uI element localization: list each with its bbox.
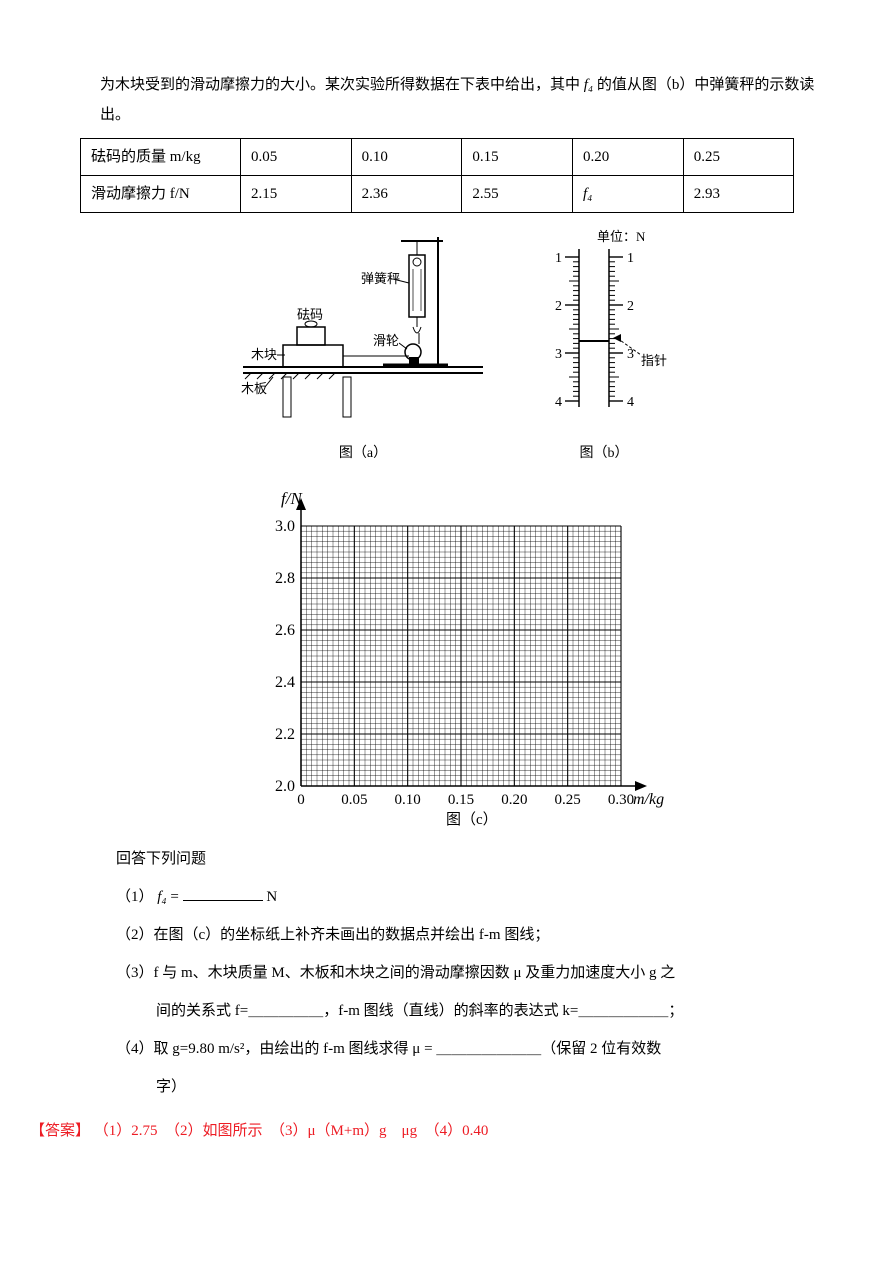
svg-text:3.0: 3.0 (275, 518, 295, 535)
svg-text:2.4: 2.4 (275, 674, 295, 691)
svg-text:4: 4 (627, 395, 634, 410)
svg-text:0.20: 0.20 (501, 792, 527, 808)
label-board: 木板 (241, 381, 267, 396)
table-row: 滑动摩擦力 f/N 2.15 2.36 2.55 f₄ 2.93 (81, 176, 794, 213)
label-weight: 砝码 (297, 307, 323, 322)
row-label: 滑动摩擦力 f/N (81, 176, 241, 213)
chart-c: f/N m/kg 2.02.22.42.62.83.0 00.050.100.1… (80, 486, 832, 826)
questions-block: 回答下列问题 （1） f₄ = N （2）在图（c）的坐标纸上补齐未画出的数据点… (116, 844, 832, 1102)
data-table: 砝码的质量 m/kg 0.05 0.10 0.15 0.20 0.25 滑动摩擦… (80, 138, 794, 213)
x-axis-label: m/kg (633, 791, 664, 808)
figure-a: 弹簧秤 砝码 木块 木板 滑轮 图（a） (233, 227, 493, 468)
apparatus-diagram: 弹簧秤 砝码 木块 木板 滑轮 (233, 227, 493, 427)
question-2: （2）在图（c）的坐标纸上补齐未画出的数据点并绘出 f-m 图线； (116, 920, 832, 950)
answer-label: 【答案】 (30, 1123, 90, 1139)
figure-a-caption: 图（a） (233, 440, 493, 468)
question-3a: （3）f 与 m、木块质量 M、木板和木块之间的滑动摩擦因数 μ 及重力加速度大… (116, 958, 832, 988)
svg-text:0: 0 (297, 792, 305, 808)
unit-label: 单位：N (597, 229, 646, 244)
chart-caption: 图（c） (446, 811, 498, 826)
answer-body: （1）2.75 （2）如图所示 （3）μ（M+m）g μg （4）0.40 (94, 1123, 489, 1139)
svg-text:4: 4 (555, 395, 562, 410)
figures-row: 弹簧秤 砝码 木块 木板 滑轮 图（a） 单位：N 1 1 2 2 3 3 4 4 (80, 227, 832, 468)
svg-text:3: 3 (555, 347, 562, 362)
svg-text:0.10: 0.10 (395, 792, 421, 808)
blank-q1[interactable] (183, 885, 263, 902)
cell: 0.05 (241, 139, 352, 176)
svg-text:0.30: 0.30 (608, 792, 634, 808)
svg-text:2.6: 2.6 (275, 622, 295, 639)
label-block: 木块 (251, 347, 277, 362)
cell: 0.15 (462, 139, 573, 176)
cell: 2.36 (351, 176, 462, 213)
cell: 2.55 (462, 176, 573, 213)
intro-paragraph: 为木块受到的滑动摩擦力的大小。某次实验所得数据在下表中给出，其中 f₄ 的值从图… (80, 70, 832, 130)
table-row: 砝码的质量 m/kg 0.05 0.10 0.15 0.20 0.25 (81, 139, 794, 176)
scale-reading: 单位：N 1 1 2 2 3 3 4 4 指针 (529, 227, 679, 427)
svg-text:3: 3 (627, 347, 634, 362)
svg-text:2.0: 2.0 (275, 778, 295, 795)
label-pulley: 滑轮 (373, 333, 399, 348)
label-spring: 弹簧秤 (361, 271, 400, 286)
figure-b-caption: 图（b） (529, 440, 679, 468)
svg-text:2.8: 2.8 (275, 570, 295, 587)
cell: 0.25 (683, 139, 794, 176)
question-4b: 字） (156, 1072, 832, 1102)
svg-text:2: 2 (627, 299, 634, 314)
cell: f₄ (573, 176, 684, 213)
svg-text:1: 1 (627, 251, 634, 266)
svg-text:2.2: 2.2 (275, 726, 295, 743)
cell: 0.10 (351, 139, 462, 176)
pointer-label: 指针 (641, 353, 667, 368)
answer-line: 【答案】 （1）2.75 （2）如图所示 （3）μ（M+m）g μg （4）0.… (30, 1116, 832, 1146)
svg-text:2: 2 (555, 299, 562, 314)
cell: 2.15 (241, 176, 352, 213)
svg-text:0.05: 0.05 (341, 792, 367, 808)
question-1: （1） f₄ = N (116, 882, 832, 912)
question-3b: 间的关系式 f=＿＿＿＿＿，f-m 图线（直线）的斜率的表达式 k=＿＿＿＿＿＿… (156, 996, 832, 1026)
questions-header: 回答下列问题 (116, 844, 832, 874)
svg-text:1: 1 (555, 251, 562, 266)
question-4a: （4）取 g=9.80 m/s²，由绘出的 f-m 图线求得 μ = ＿＿＿＿＿… (116, 1034, 832, 1064)
row-label: 砝码的质量 m/kg (81, 139, 241, 176)
intro-text: 为木块受到的滑动摩擦力的大小。某次实验所得数据在下表中给出，其中 (100, 77, 580, 93)
svg-text:0.25: 0.25 (555, 792, 581, 808)
figure-b: 单位：N 1 1 2 2 3 3 4 4 指针 图（b） (529, 227, 679, 468)
svg-text:0.15: 0.15 (448, 792, 474, 808)
cell: 0.20 (573, 139, 684, 176)
f4-symbol: f₄ (584, 77, 593, 93)
cell: 2.93 (683, 176, 794, 213)
fm-chart: f/N m/kg 2.02.22.42.62.83.0 00.050.100.1… (241, 486, 671, 826)
